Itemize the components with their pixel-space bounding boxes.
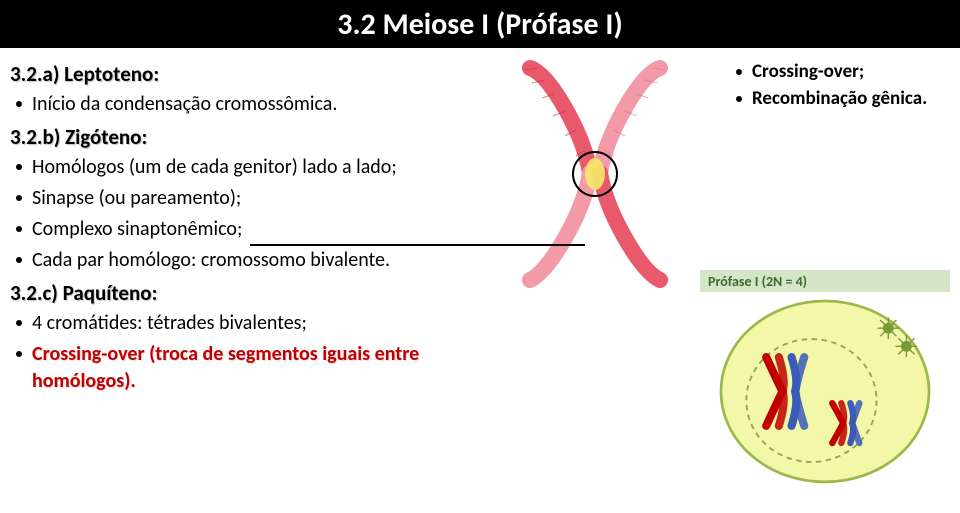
right-bullet: Recombinação gênica. <box>730 87 950 110</box>
bullet-line: 4 cromátides: tétrades bivalentes; <box>10 310 470 337</box>
bullet-dot <box>16 164 22 170</box>
bullet-line: Homólogos (um de cada genitor) lado a la… <box>10 154 470 181</box>
crossing-over-diagram <box>490 58 700 288</box>
heading-paquiteno: 3.2.c) Paquíteno: <box>10 280 470 306</box>
bullet-text: Homólogos (um de cada genitor) lado a la… <box>32 154 397 181</box>
bullet-dot <box>16 226 22 232</box>
bullet-text: Complexo sinaptonêmico; <box>32 216 242 243</box>
caption-text: Prófase I (2N = 4) <box>708 273 807 290</box>
bullet-dot <box>16 101 22 107</box>
bullet-text: 4 cromátides: tétrades bivalentes; <box>32 310 307 337</box>
bullet-dot <box>16 257 22 263</box>
title-bar: 3.2 Meiose I (Prófase I) <box>0 0 960 48</box>
bullet-text: Sinapse (ou pareamento); <box>32 185 241 212</box>
bullet-line: Crossing-over (troca de segmentos iguais… <box>10 341 470 395</box>
heading-leptoteno: 3.2.a) Leptoteno: <box>10 61 470 87</box>
bullet-dot <box>16 195 22 201</box>
bullet-dot <box>736 96 742 102</box>
heading-zigoteno: 3.2.b) Zigóteno: <box>10 124 470 150</box>
bullet-text-red: Crossing-over (troca de segmentos iguais… <box>32 341 470 395</box>
bullet-line: Sinapse (ou pareamento); <box>10 185 470 212</box>
right-text: Crossing-over; <box>752 60 864 83</box>
left-column: 3.2.a) Leptoteno: Início da condensação … <box>10 55 470 397</box>
bullet-dot <box>16 351 22 357</box>
caption-bar: Prófase I (2N = 4) <box>700 270 950 292</box>
bullet-text: Cada par homólogo: cromossomo bivalente. <box>32 247 390 274</box>
right-bullet: Crossing-over; <box>730 60 950 83</box>
bullet-text: Início da condensação cromossômica. <box>32 91 337 118</box>
right-text: Recombinação gênica. <box>752 87 927 110</box>
bullet-line: Início da condensação cromossômica. <box>10 91 470 118</box>
bullet-dot <box>736 69 742 75</box>
cell-diagram <box>700 292 950 500</box>
bullet-dot <box>16 320 22 326</box>
bullet-line: Complexo sinaptonêmico; <box>10 216 470 243</box>
bullet-line: Cada par homólogo: cromossomo bivalente. <box>10 247 470 274</box>
pointer-line <box>250 244 585 246</box>
page-title: 3.2 Meiose I (Prófase I) <box>337 6 622 43</box>
right-column: Crossing-over; Recombinação gênica. <box>730 60 950 114</box>
